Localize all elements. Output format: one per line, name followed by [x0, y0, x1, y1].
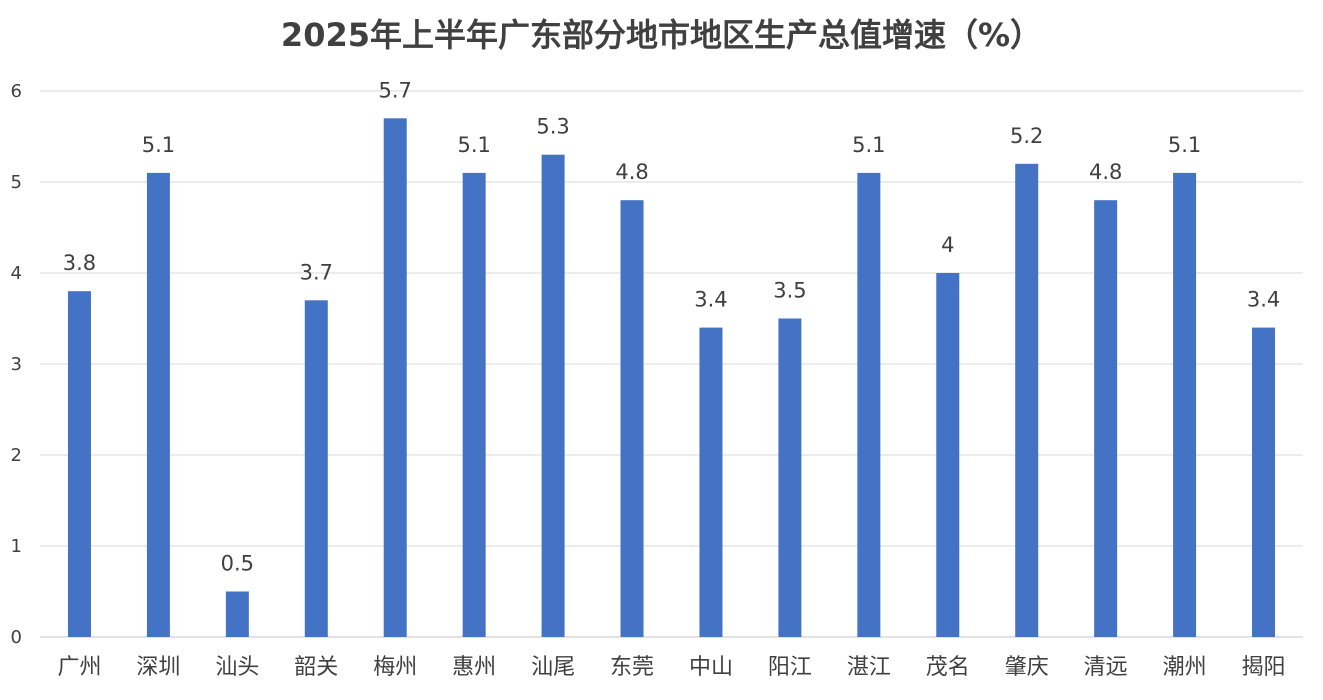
x-tick-label: 湛江 [847, 655, 891, 680]
data-label: 3.7 [300, 260, 333, 284]
data-label: 5.1 [457, 133, 490, 157]
y-tick-label: 6 [11, 81, 22, 102]
x-tick-label: 中山 [689, 655, 733, 680]
bar [304, 300, 328, 637]
data-labels: 3.8 5.1 0.5 3.7 5.7 5.1 5.3 4.8 3.4 3.5 5.1 4 5.2 4.8… [63, 78, 1280, 575]
bar [699, 327, 723, 637]
x-tick-label: 惠州 [452, 655, 496, 680]
data-label: 3.4 [694, 288, 727, 312]
y-axis-ticks: 0 1 2 3 4 5 6 [11, 81, 22, 648]
data-label: 5.1 [142, 133, 175, 157]
y-tick-label: 0 [11, 627, 22, 648]
data-label: 3.8 [63, 251, 96, 275]
bar [1094, 200, 1118, 637]
data-label: 5.7 [379, 78, 412, 102]
x-tick-label: 汕头 [215, 655, 259, 680]
data-label: 4 [941, 233, 954, 257]
x-tick-label: 广州 [57, 655, 101, 680]
chart-title: 2025年上半年广东部分地市地区生产总值增速（%） [280, 16, 1043, 54]
x-tick-label: 揭阳 [1242, 655, 1286, 680]
bar [1252, 327, 1276, 637]
bars [67, 118, 1276, 638]
y-tick-label: 1 [11, 536, 22, 557]
y-tick-label: 3 [11, 354, 22, 375]
bar [857, 172, 881, 637]
x-tick-label: 梅州 [373, 655, 417, 680]
data-label: 5.3 [536, 115, 569, 139]
bar [541, 154, 565, 637]
bar [620, 200, 644, 637]
y-tick-label: 5 [11, 172, 22, 193]
x-tick-label: 潮州 [1163, 655, 1207, 680]
data-label: 5.1 [852, 133, 885, 157]
bar [778, 318, 802, 637]
bar [462, 172, 486, 637]
x-tick-label: 茂名 [926, 655, 970, 680]
data-label: 5.2 [1010, 124, 1043, 148]
bar [67, 291, 91, 637]
data-label: 0.5 [221, 552, 254, 576]
x-tick-label: 深圳 [136, 655, 180, 680]
bar [936, 273, 960, 637]
x-tick-label: 汕尾 [531, 655, 575, 680]
x-tick-label: 肇庆 [1005, 655, 1049, 680]
gridlines [40, 90, 1303, 638]
y-tick-label: 4 [11, 263, 22, 284]
x-axis-ticks: 广州 深圳 汕头 韶关 梅州 惠州 汕尾 东莞 中山 阳江 湛江 茂名 肇庆 清远 潮州 揭阳 [57, 655, 1285, 680]
bar [383, 118, 407, 638]
x-tick-label: 阳江 [768, 655, 812, 680]
x-tick-label: 清远 [1084, 655, 1128, 680]
data-label: 3.4 [1247, 288, 1280, 312]
bar [146, 172, 170, 637]
bar [225, 591, 249, 637]
data-label: 4.8 [615, 160, 648, 184]
x-tick-label: 韶关 [294, 655, 338, 680]
data-label: 4.8 [1089, 160, 1122, 184]
y-tick-label: 2 [11, 445, 22, 466]
bar [1173, 172, 1197, 637]
data-label: 5.1 [1168, 133, 1201, 157]
x-tick-label: 东莞 [610, 655, 654, 680]
data-label: 3.5 [773, 279, 806, 303]
bar [1015, 163, 1039, 638]
